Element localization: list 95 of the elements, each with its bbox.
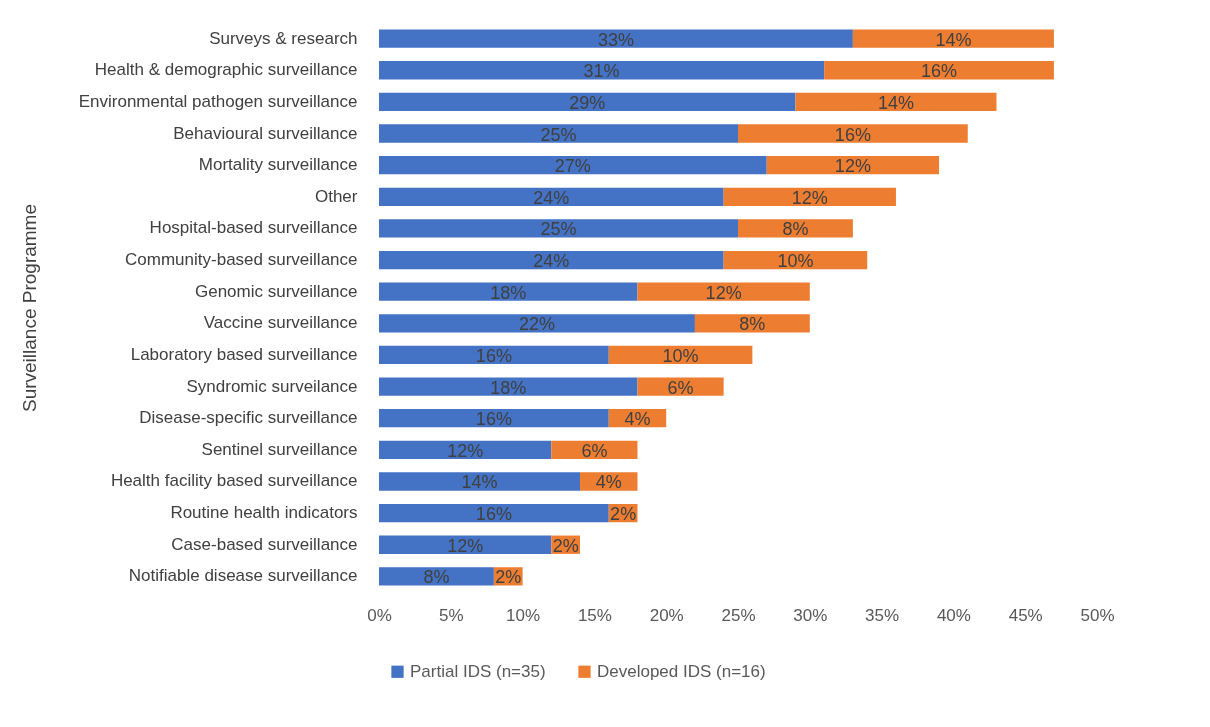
data-label: 16% [475,504,512,525]
bar [379,219,738,238]
data-label: 16% [834,124,871,145]
y-tick-label: Health facility based surveillance [110,471,358,491]
data-label: 12% [705,282,742,303]
data-label: 29% [569,92,606,113]
y-tick-label: Syndromic surveilance [186,376,358,396]
bar [379,124,738,143]
data-label: 6% [667,377,694,398]
bar [852,29,1054,48]
y-tick-label: Environmental pathogen surveillance [78,91,358,111]
data-label: 4% [624,409,651,430]
x-tick-label: 20% [649,605,684,625]
data-label: 25% [540,219,577,240]
x-tick-label: 10% [506,605,541,625]
bar [738,124,968,143]
bar [379,377,638,396]
data-label: 24% [533,251,570,272]
data-label: 4% [595,472,622,493]
data-label: 33% [597,29,634,50]
x-tick-label: 35% [865,605,900,625]
bar [379,314,695,333]
bar [637,282,810,301]
data-label: 14% [877,92,914,113]
y-tick-label: Community-based surveillance [125,250,358,270]
data-label: 18% [490,377,527,398]
data-label: 12% [834,156,871,177]
data-label: 16% [475,409,512,430]
data-label: 12% [447,535,484,556]
data-label: 16% [921,61,958,82]
y-tick-label: Mortality surveillance [198,155,358,175]
x-tick-label: 50% [1080,605,1115,625]
y-tick-label: Notifiable disease surveillance [128,566,358,586]
bar [738,219,853,238]
x-tick-label: 45% [1008,605,1043,625]
y-tick-label: Routine health indicators [170,503,358,523]
y-tick-label: Other [314,186,358,206]
bar [379,472,581,491]
data-label: 8% [739,314,766,335]
y-tick-label: Vaccine surveillance [203,313,358,333]
x-tick-label: 30% [793,605,828,625]
bar [379,156,767,175]
data-label: 16% [475,345,512,366]
bar [379,567,494,586]
data-label: 8% [782,219,809,240]
bar [379,503,609,523]
data-label: 24% [533,187,570,208]
bar [379,440,552,459]
data-label: 10% [777,251,814,272]
data-label: 14% [461,472,498,493]
data-label: 12% [791,187,828,208]
bar [379,92,796,112]
data-label: 2% [495,567,522,588]
data-label: 27% [554,156,591,177]
bar [379,345,609,365]
x-tick-label: 40% [936,605,971,625]
legend-label: Developed IDS (n=16) [597,661,766,681]
bar [379,250,724,270]
x-tick-label: 25% [721,605,756,625]
bar [824,61,1054,80]
bar [766,156,940,175]
data-label: 31% [583,61,620,82]
y-tick-label: Disease-specific surveillance [139,408,358,428]
bar [379,187,724,206]
data-label: 10% [662,345,699,366]
bar [379,29,853,48]
x-tick-label: 0% [367,605,392,625]
data-label: 25% [540,124,577,145]
data-label: 6% [581,440,608,461]
y-tick-label: Sentinel surveillance [201,439,358,459]
data-label: 14% [935,29,972,50]
y-tick-label: Genomic surveillance [194,281,358,301]
y-axis-title: Surveillance Programme [18,203,40,413]
data-label: 2% [610,504,637,525]
legend-label: Partial IDS (n=35) [410,661,546,681]
bar [723,187,896,206]
x-tick-label: 15% [577,605,612,625]
y-tick-label: Laboratory based surveillance [130,344,358,364]
y-tick-label: Surveys & research [209,28,358,48]
x-tick-label: 5% [439,605,464,625]
data-label: 8% [423,567,450,588]
bar [379,409,609,428]
data-label: 18% [490,282,527,303]
bar [795,92,997,112]
bar [379,61,825,80]
bar [637,377,724,396]
bar [379,535,552,554]
y-tick-label: Case-based surveillance [171,534,358,554]
y-tick-label: Health & demographic surveillance [94,60,358,80]
data-label: 2% [552,535,579,556]
y-tick-label: Behavioural surveillance [173,123,358,143]
data-label: 22% [518,314,555,335]
bar [379,282,638,301]
data-label: 12% [447,440,484,461]
y-tick-label: Hospital-based surveillance [149,218,358,238]
